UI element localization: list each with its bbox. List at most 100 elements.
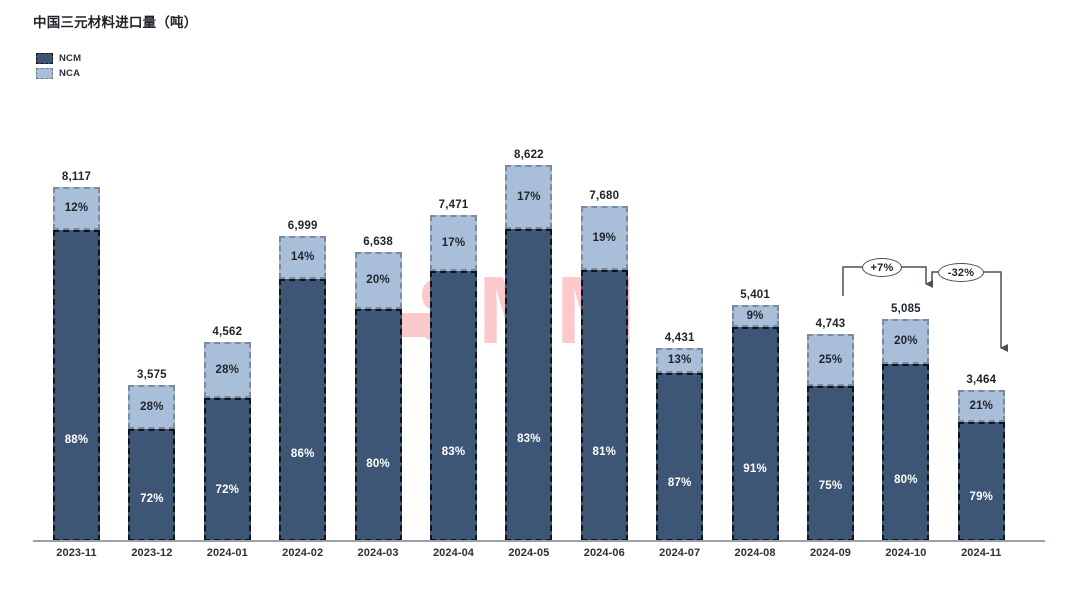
bar-group[interactable]: 7,471 17% 83%: [430, 199, 477, 541]
x-axis-tick-2024-07: 2024-07: [659, 547, 701, 559]
bar-group[interactable]: 3,464 21% 79%: [957, 374, 1005, 541]
legend-label-nca: NCA: [59, 68, 81, 79]
bar-total-label: 4,562: [212, 326, 243, 339]
bar-group[interactable]: 4,431 13% 87%: [656, 332, 704, 541]
bar-total-label: 6,999: [287, 219, 318, 232]
bar-segment-nca-label: 14%: [290, 251, 315, 264]
bar-total-label: 7,471: [438, 199, 469, 212]
bar-group[interactable]: 5,401 9% 91%: [731, 289, 779, 541]
bar-segment-nca-label: 28%: [140, 400, 164, 413]
bar-segment-ncm[interactable]: 75%: [807, 385, 854, 541]
bar-segment-nca-label: 12%: [64, 202, 89, 215]
bar-group[interactable]: 8,622 17% 83%: [505, 149, 553, 541]
bar-segment-ncm-label: 80%: [366, 457, 390, 470]
bar-total-label: 7,680: [589, 190, 620, 203]
bar-segment-nca-label: 19%: [592, 231, 617, 244]
bar-segment-nca-label: 13%: [667, 354, 692, 367]
bar-group[interactable]: 5,085 20% 80%: [882, 303, 930, 541]
bar-segment-nca[interactable]: 19%: [580, 206, 628, 270]
bar-segment-ncm[interactable]: 80%: [354, 309, 402, 541]
bar-segment-ncm[interactable]: 80%: [882, 363, 930, 541]
bar-segment-nca[interactable]: 14%: [279, 235, 327, 279]
annotation-connector-minus32: [931, 271, 1008, 352]
bar-segment-ncm[interactable]: 86%: [279, 278, 327, 541]
bar-segment-nca[interactable]: 17%: [505, 165, 553, 229]
bar-segment-ncm[interactable]: 83%: [505, 228, 553, 541]
bar-segment-nca-label: 21%: [969, 399, 994, 412]
bar-total-label: 5,401: [740, 289, 770, 302]
x-axis-tick-2024-04: 2024-04: [432, 547, 475, 559]
annotation-connector-plus7: [842, 266, 933, 296]
bar-group[interactable]: 4,562 28% 72%: [203, 326, 251, 541]
bar-segment-ncm-label: 79%: [969, 491, 994, 504]
chart-legend: NCM NCA: [36, 52, 81, 82]
bar-total-label: 6,638: [363, 235, 393, 248]
bar-segment-ncm-label: 83%: [441, 445, 466, 458]
bar-segment-ncm-label: 88%: [64, 433, 89, 446]
bar-segment-ncm[interactable]: 79%: [957, 421, 1005, 541]
bar-segment-nca[interactable]: 17%: [430, 215, 477, 271]
bar-group[interactable]: 4,743 25% 75%: [807, 318, 854, 541]
x-axis-tick-2024-08: 2024-08: [734, 547, 776, 559]
bar-segment-nca-label: 17%: [441, 236, 466, 249]
bar-segment-ncm-label: 80%: [894, 473, 918, 486]
bar-group[interactable]: 6,999 14% 86%: [279, 220, 327, 541]
annotation-badge-minus32: -32%: [938, 263, 984, 282]
legend-item-nca[interactable]: NCA: [36, 67, 81, 80]
legend-swatch-ncm-icon: [36, 53, 53, 64]
bar-segment-ncm[interactable]: 91%: [731, 326, 779, 541]
bar-total-label: 3,464: [966, 373, 997, 386]
bar-segment-nca[interactable]: 21%: [957, 389, 1005, 422]
x-axis-tick-2024-11: 2024-11: [961, 547, 1002, 559]
bar-segment-nca[interactable]: 25%: [807, 334, 854, 386]
x-axis-tick-2024-10: 2024-10: [885, 547, 927, 559]
x-axis-tick-2024-03: 2024-03: [357, 547, 399, 559]
bar-group[interactable]: 3,575 28% 72%: [128, 369, 176, 541]
bar-segment-ncm-label: 91%: [743, 462, 767, 475]
bar-group[interactable]: 8,117 12% 88%: [53, 171, 100, 541]
bar-segment-nca-label: 28%: [215, 363, 240, 376]
x-axis-tick-2024-06: 2024-06: [583, 547, 625, 559]
x-axis-tick-2023-11: 2023-11: [56, 547, 97, 559]
bar-segment-nca[interactable]: 9%: [731, 305, 779, 327]
x-axis-tick-2024-05: 2024-05: [508, 547, 550, 559]
bar-segment-ncm[interactable]: 88%: [53, 229, 100, 541]
bar-group[interactable]: 6,638 20% 80%: [354, 236, 402, 541]
bar-segment-ncm[interactable]: 87%: [656, 372, 704, 541]
bar-segment-ncm[interactable]: 72%: [203, 397, 251, 541]
bar-segment-nca[interactable]: 28%: [203, 342, 251, 398]
bar-segment-nca[interactable]: 13%: [656, 347, 704, 373]
bar-total-label: 4,431: [664, 331, 695, 344]
bar-segment-nca-label: 17%: [517, 190, 541, 203]
bar-total-label: 8,117: [61, 171, 92, 184]
chart-title: 中国三元材料进口量（吨）: [33, 15, 198, 30]
bar-segment-nca-label: 20%: [894, 335, 918, 348]
bar-segment-ncm-label: 86%: [290, 448, 315, 461]
x-axis-tick-2024-01: 2024-01: [206, 547, 248, 559]
bar-segment-ncm[interactable]: 81%: [580, 269, 628, 541]
bar-segment-ncm[interactable]: 83%: [430, 270, 477, 541]
bar-segment-ncm-label: 81%: [592, 445, 617, 458]
bar-group[interactable]: 7,680 19% 81%: [580, 190, 628, 541]
bar-segment-nca[interactable]: 20%: [354, 251, 402, 310]
bar-segment-ncm-label: 75%: [818, 480, 843, 493]
bar-total-label: 4,743: [815, 318, 846, 331]
x-axis-tick-2023-12: 2023-12: [131, 547, 173, 559]
bar-segment-nca-label: 25%: [818, 354, 843, 367]
bar-total-label: 3,575: [137, 369, 167, 382]
legend-item-ncm[interactable]: NCM: [36, 52, 81, 65]
bar-total-label: 5,085: [891, 303, 921, 316]
bar-segment-nca[interactable]: 20%: [882, 319, 930, 364]
bar-segment-nca-label: 9%: [746, 310, 764, 323]
bar-segment-ncm-label: 83%: [517, 433, 541, 446]
x-axis-line: [33, 540, 1045, 542]
bar-segment-ncm-label: 87%: [667, 476, 692, 489]
bar-segment-ncm-label: 72%: [215, 484, 240, 497]
bar-segment-ncm[interactable]: 72%: [128, 428, 176, 541]
x-axis-tick-2024-09: 2024-09: [809, 547, 852, 559]
bar-segment-ncm-label: 72%: [140, 493, 164, 506]
bar-segment-nca[interactable]: 28%: [128, 385, 176, 429]
bar-segment-nca[interactable]: 12%: [53, 187, 100, 230]
